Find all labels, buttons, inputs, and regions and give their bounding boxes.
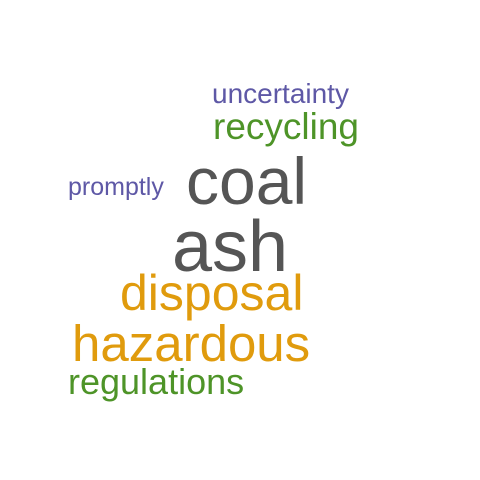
word-disposal: disposal <box>120 265 304 321</box>
word-ash: ash <box>172 207 289 287</box>
word-coal: coal <box>186 144 308 218</box>
word-promptly: promptly <box>68 173 164 201</box>
word-recycling: recycling <box>213 106 359 147</box>
word-hazardous: hazardous <box>72 315 311 372</box>
word-uncertainty: uncertainty <box>212 78 349 109</box>
word-regulations: regulations <box>68 361 245 402</box>
